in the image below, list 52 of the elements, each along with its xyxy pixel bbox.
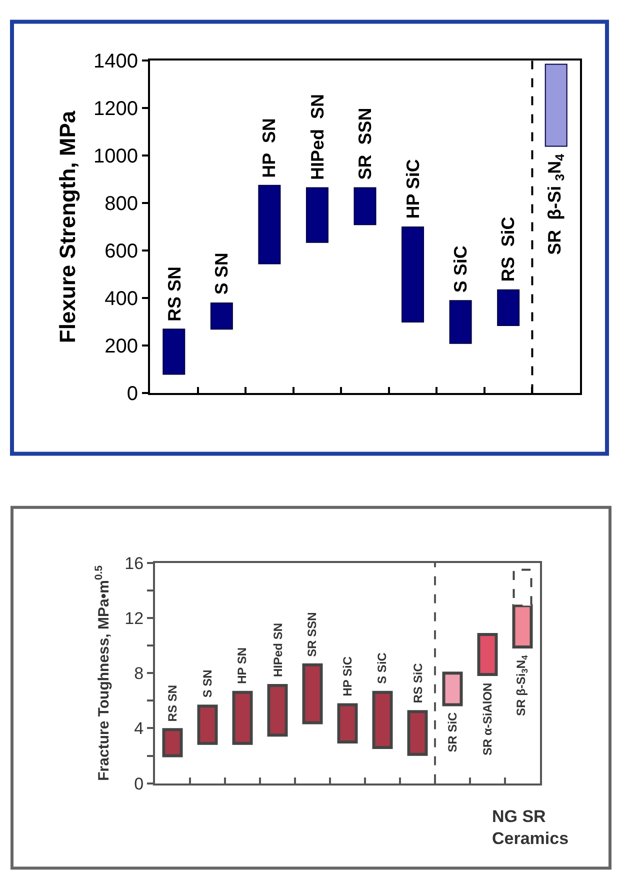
category-label: HP SN (235, 647, 250, 684)
category-label: SR SiC (446, 712, 460, 752)
category-label: SR α-SiAlON (480, 682, 495, 756)
bar (267, 684, 288, 737)
category-label: S SiC (450, 246, 470, 293)
bar (544, 64, 568, 147)
category-label: S SN (200, 670, 214, 698)
bar (210, 302, 233, 330)
y-tick-label: 0 (126, 383, 138, 406)
bar (197, 704, 218, 745)
y-tick-label: 4 (134, 719, 144, 738)
bar (402, 226, 424, 322)
bar (477, 633, 498, 676)
bar (354, 187, 376, 226)
category-label: RS SN (165, 684, 180, 722)
y-tick-label: 12 (124, 608, 144, 628)
category-label: HP SiC (340, 656, 355, 696)
y-axis-title: Flexure Strength, MPa (54, 110, 80, 344)
category-label: SR SSN (355, 108, 376, 180)
y-tick-label: 400 (104, 288, 138, 310)
bar (372, 690, 393, 749)
bar (258, 184, 281, 264)
y-tick-label: 16 (124, 554, 144, 573)
bar (407, 710, 428, 756)
y-tick-label: 0 (134, 774, 144, 794)
bar (337, 703, 358, 744)
category-label: HP SiC (402, 159, 423, 219)
category-label: HIPed SN (307, 94, 328, 180)
y-tick-label: 1200 (94, 98, 138, 120)
category-label: S SiC (375, 652, 390, 684)
category-label: S SN (212, 252, 232, 295)
category-label: RS SN (164, 266, 184, 322)
y-tick-label: 200 (104, 336, 138, 358)
bar (162, 328, 186, 375)
y-tick-label: 1400 (94, 50, 138, 73)
y-tick-label: 8 (134, 664, 144, 684)
category-label: SR SSN (305, 612, 320, 657)
text: NG SR Ceramics (492, 807, 569, 848)
category-label: RS SiC (498, 216, 518, 282)
bar (442, 672, 463, 706)
bar (162, 728, 183, 758)
bar (302, 663, 323, 724)
bar (497, 289, 520, 326)
bar (306, 187, 328, 243)
y-tick-label: 600 (104, 240, 138, 263)
y-tick-label: 800 (104, 193, 138, 216)
category-label: RS SiC (410, 663, 425, 704)
category-label: HIPed SN (270, 622, 285, 678)
y-tick-label: 1000 (94, 146, 138, 168)
bar (232, 690, 253, 745)
category-label: HP SN (259, 118, 280, 178)
bar (449, 300, 472, 344)
